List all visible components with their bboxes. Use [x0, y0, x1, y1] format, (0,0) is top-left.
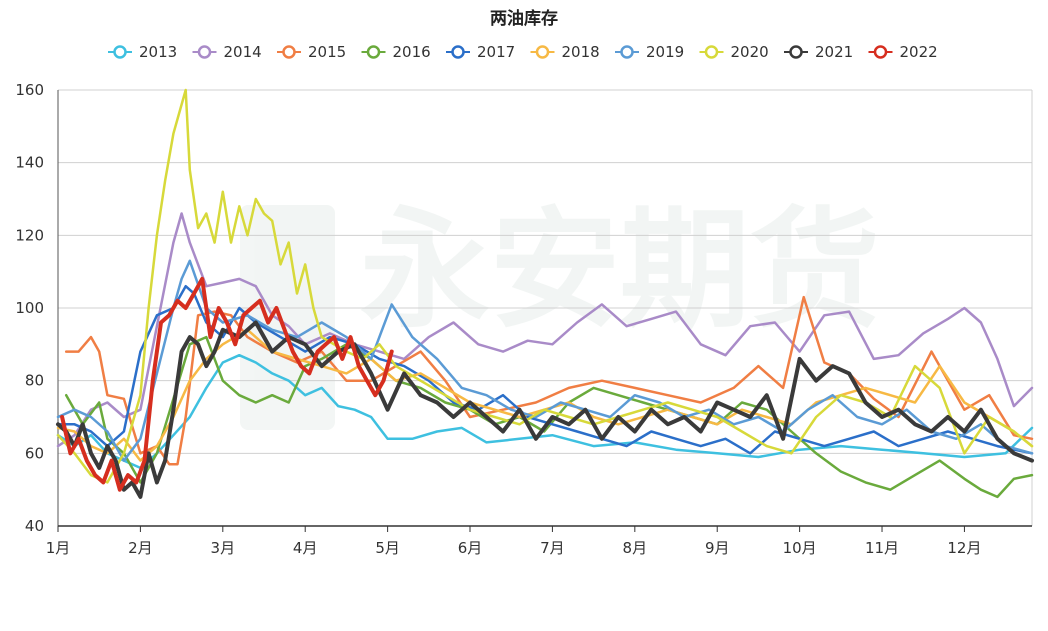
x-tick-label: 4月: [293, 539, 318, 557]
legend-swatch-marker: [366, 45, 381, 59]
series-line-2022: [60, 276, 394, 492]
y-tick-label: 60: [25, 444, 44, 462]
legend-swatch-marker: [704, 45, 719, 59]
legend-label: 2019: [646, 43, 684, 61]
legend-item-2020[interactable]: 2020: [699, 43, 769, 61]
legend-item-2015[interactable]: 2015: [277, 43, 346, 61]
y-tick-label: 120: [15, 226, 44, 244]
x-tick-label: 3月: [211, 539, 236, 557]
legend-swatch-marker: [620, 45, 634, 59]
series-line-2021: [56, 320, 1034, 499]
legend-swatch-marker: [873, 45, 888, 59]
chart-title: 两油库存: [490, 8, 558, 29]
legend-label: 2014: [224, 43, 262, 61]
legend-swatch-marker: [451, 45, 465, 59]
legend-item-2014[interactable]: 2014: [192, 43, 262, 61]
legend-item-2022[interactable]: 2022: [868, 43, 938, 61]
y-tick-label: 140: [15, 154, 44, 172]
legend-item-2016[interactable]: 2016: [361, 43, 431, 61]
legend-label: 2013: [139, 43, 177, 61]
legend-label: 2018: [562, 43, 600, 61]
x-tick-label: 5月: [375, 539, 400, 557]
legend-item-2013[interactable]: 2013: [108, 43, 177, 61]
grid-lines: [58, 89, 1033, 527]
series-layer: [56, 88, 1034, 499]
legend-item-2018[interactable]: 2018: [530, 43, 600, 61]
series-line-2018: [56, 328, 1034, 462]
watermark: 永安期货: [240, 194, 880, 430]
x-tick-label: 12月: [947, 539, 981, 557]
svg-text:永安期货: 永安期货: [360, 194, 880, 346]
legend-label: 2017: [477, 43, 515, 61]
legend-item-2021[interactable]: 2021: [784, 43, 853, 61]
x-tick-label: 11月: [865, 539, 899, 557]
legend-swatch-marker: [282, 45, 296, 59]
x-tick-label: 10月: [783, 539, 817, 557]
x-tick-label: 7月: [540, 539, 565, 557]
legend-swatch-marker: [197, 45, 212, 59]
legend-swatch-marker: [113, 45, 127, 59]
y-tick-label: 100: [15, 299, 44, 317]
y-tick-label: 80: [25, 372, 44, 390]
legend-swatch-marker: [535, 45, 550, 59]
x-tick-label: 2月: [128, 539, 153, 557]
legend-label: 2020: [731, 43, 769, 61]
series-line-2014: [56, 212, 1034, 448]
x-tick-label: 6月: [458, 539, 483, 557]
legend-label: 2021: [815, 43, 853, 61]
y-tick-label: 160: [15, 81, 44, 99]
axes: 40 60 80 100 120 140 160 1月 2月 3月 4月 5月 6月 7月 8月 9月 10月 1…: [15, 81, 1032, 557]
x-tick-label: 1月: [46, 539, 71, 557]
legend-label: 2016: [393, 43, 431, 61]
series-line-2019: [56, 259, 1034, 462]
legend-item-2017[interactable]: 2017: [446, 43, 515, 61]
legend-item-2019[interactable]: 2019: [615, 43, 684, 61]
legend-label: 2022: [900, 43, 938, 61]
y-tick-label: 40: [25, 517, 44, 535]
legend-swatch-marker: [789, 45, 803, 59]
x-tick-label: 9月: [705, 539, 730, 557]
legend[interactable]: 2013 2014 2015 2016 2017 2018 2019 2020 2021 2022: [108, 43, 938, 61]
legend-label: 2015: [308, 43, 346, 61]
x-tick-label: 8月: [623, 539, 648, 557]
